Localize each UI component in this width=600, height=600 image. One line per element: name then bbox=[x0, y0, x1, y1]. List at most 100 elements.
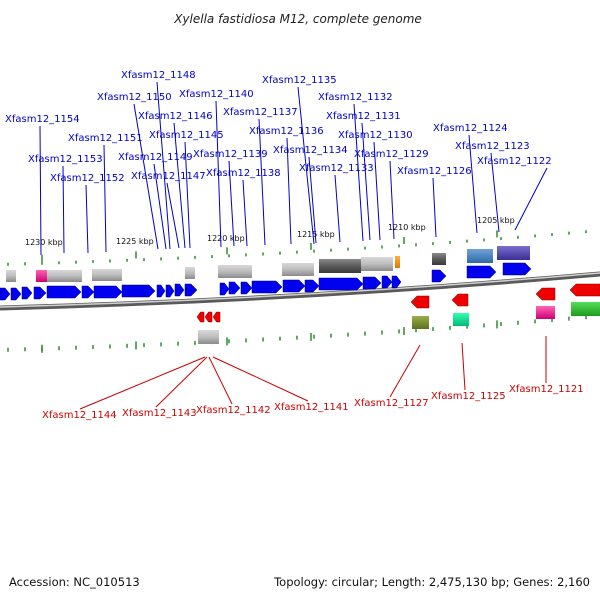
leader-line bbox=[103, 144, 107, 253]
feature-block bbox=[361, 257, 393, 271]
reverse-gene-arrow bbox=[196, 311, 205, 323]
scale-label: 1225 kbp bbox=[116, 237, 154, 246]
feature-block bbox=[218, 265, 252, 278]
feature-block bbox=[432, 253, 446, 265]
leader-line bbox=[258, 118, 266, 246]
leader-line bbox=[153, 163, 167, 250]
gene-label-xfasm12-1154: Xfasm12_1154 bbox=[5, 114, 80, 125]
gene-label-xfasm12-1137: Xfasm12_1137 bbox=[223, 107, 298, 118]
feature-block bbox=[467, 249, 493, 263]
feature-block bbox=[36, 270, 47, 282]
forward-gene-arrow bbox=[165, 284, 175, 298]
feature-block bbox=[92, 269, 122, 281]
leader-line bbox=[490, 152, 500, 233]
forward-gene-arrow bbox=[381, 275, 393, 289]
leader-line bbox=[156, 81, 171, 250]
feature-block bbox=[571, 302, 600, 316]
leader-line bbox=[297, 86, 315, 245]
leader-line bbox=[155, 356, 208, 408]
scale-label: 1205 kbp bbox=[477, 216, 515, 225]
gene-labels: Xfasm12_1154 Xfasm12_1153 Xfasm12_1152 Xfas… bbox=[5, 70, 584, 421]
leader-line bbox=[85, 184, 89, 254]
forward-gene-arrow bbox=[304, 279, 320, 293]
leader-line bbox=[184, 141, 191, 249]
feature-block bbox=[412, 316, 429, 329]
gene-label-xfasm12-1144: Xfasm12_1144 bbox=[42, 410, 117, 421]
feature-block bbox=[319, 259, 361, 273]
reverse-gene-arrow bbox=[535, 287, 556, 301]
gene-label-xfasm12-1122: Xfasm12_1122 bbox=[477, 156, 552, 167]
feature-block bbox=[536, 306, 555, 319]
leader-line bbox=[79, 356, 206, 410]
feature-blocks bbox=[6, 246, 600, 344]
feature-block bbox=[497, 246, 530, 260]
forward-gene-arrow bbox=[251, 280, 283, 294]
gene-label-xfasm12-1145: Xfasm12_1145 bbox=[149, 130, 224, 141]
leader-line bbox=[389, 344, 421, 398]
leader-line bbox=[353, 103, 364, 242]
leader-line bbox=[242, 179, 248, 247]
forward-gene-arrow bbox=[502, 262, 532, 276]
feature-block bbox=[47, 270, 82, 282]
forward-gene-arrow bbox=[46, 285, 82, 299]
leader-line bbox=[334, 174, 341, 243]
accession-text: Accession: NC_010513 bbox=[9, 575, 140, 589]
forward-gene-arrow bbox=[431, 269, 447, 283]
leader-line bbox=[286, 137, 292, 245]
forward-gene-arrow bbox=[466, 265, 497, 279]
gene-label-xfasm12-1131: Xfasm12_1131 bbox=[326, 111, 401, 122]
reverse-gene-arrow bbox=[212, 311, 221, 323]
gene-label-xfasm12-1150: Xfasm12_1150 bbox=[97, 92, 172, 103]
feature-block bbox=[6, 270, 16, 282]
genome-backbone-highlight bbox=[0, 272, 600, 308]
gene-label-xfasm12-1133: Xfasm12_1133 bbox=[299, 163, 374, 174]
forward-gene-arrow bbox=[93, 285, 123, 299]
scale-label: 1215 kbp bbox=[297, 230, 335, 239]
feature-block bbox=[395, 256, 400, 268]
leader-line bbox=[228, 160, 235, 247]
gene-label-xfasm12-1129: Xfasm12_1129 bbox=[354, 149, 429, 160]
reverse-gene-arrow bbox=[410, 295, 430, 309]
gene-label-xfasm12-1132: Xfasm12_1132 bbox=[318, 92, 393, 103]
map-title: Xylella fastidiosa M12, complete genome bbox=[173, 12, 422, 26]
gene-label-xfasm12-1121: Xfasm12_1121 bbox=[509, 384, 584, 395]
gene-label-xfasm12-1130: Xfasm12_1130 bbox=[338, 130, 413, 141]
leader-line bbox=[39, 125, 42, 256]
leader-line bbox=[173, 122, 186, 249]
forward-gene-arrow bbox=[184, 283, 198, 297]
leader-line bbox=[133, 103, 159, 250]
leader-line bbox=[208, 356, 233, 405]
gene-label-xfasm12-1139: Xfasm12_1139 bbox=[193, 149, 268, 160]
scale-ticks bbox=[7, 230, 587, 353]
leader-line bbox=[389, 160, 395, 240]
feature-block bbox=[282, 263, 314, 276]
gene-label-xfasm12-1127: Xfasm12_1127 bbox=[354, 398, 429, 409]
leader-line bbox=[514, 167, 548, 231]
feature-block bbox=[198, 330, 219, 344]
leader-line bbox=[308, 156, 317, 244]
gene-label-xfasm12-1125: Xfasm12_1125 bbox=[431, 391, 506, 402]
forward-gene-arrow bbox=[174, 283, 185, 297]
forward-gene-arrow bbox=[240, 281, 253, 295]
leader-line bbox=[62, 165, 65, 254]
reverse-gene-arrow bbox=[451, 293, 469, 307]
reverse-gene-arrow bbox=[569, 283, 600, 297]
forward-gene-arrow bbox=[228, 281, 241, 295]
forward-gene-arrow bbox=[33, 286, 47, 300]
forward-gene-arrow bbox=[156, 284, 166, 298]
gene-arrows bbox=[0, 262, 600, 323]
scale-label: 1220 kbp bbox=[207, 234, 245, 243]
leader-line bbox=[432, 177, 437, 238]
forward-gene-arrow bbox=[362, 276, 382, 290]
label-leader-lines bbox=[39, 81, 548, 410]
scale-labels: 1230 kbp 1225 kbp 1220 kbp 1215 kbp 1210 kbp… bbox=[25, 216, 515, 247]
forward-gene-arrow bbox=[318, 277, 364, 291]
gene-label-xfasm12-1142: Xfasm12_1142 bbox=[196, 405, 271, 416]
forward-gene-arrow bbox=[21, 286, 33, 300]
gene-label-xfasm12-1152: Xfasm12_1152 bbox=[50, 173, 125, 184]
leader-line bbox=[166, 182, 180, 249]
gene-label-xfasm12-1124: Xfasm12_1124 bbox=[433, 123, 508, 134]
forward-gene-arrow bbox=[282, 279, 306, 293]
